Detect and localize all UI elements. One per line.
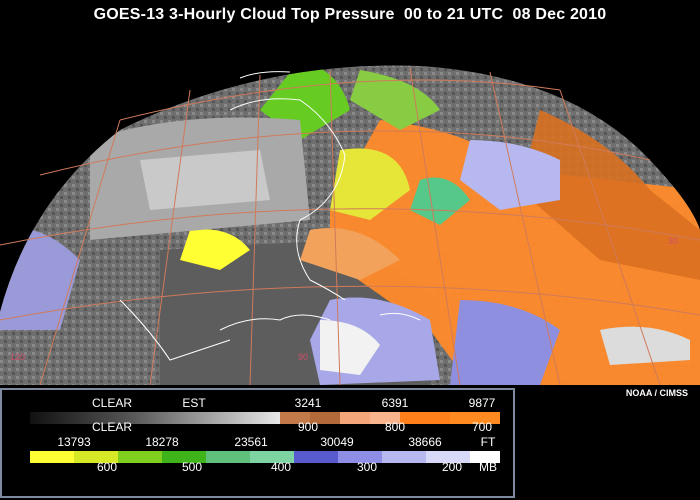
legend-label: 900 xyxy=(297,420,319,434)
legend-label: CLEAR xyxy=(91,420,133,434)
legend-label: 700 xyxy=(471,420,493,434)
legend-label: 30049 xyxy=(320,435,354,449)
legend-label: 38666 xyxy=(408,435,442,449)
legend-label: EST xyxy=(182,396,206,410)
legend-label: FT xyxy=(480,435,496,449)
legend-label: 3241 xyxy=(294,396,322,410)
credit-label: NOAA / CIMSS xyxy=(625,388,688,398)
legend-label: CLEAR xyxy=(91,396,133,410)
lon-label-120: 120 xyxy=(10,352,25,362)
color-legend: CLEAR EST 3241 6391 9877 CLEAR 900 800 7… xyxy=(0,388,515,498)
legend-label: 6391 xyxy=(381,396,409,410)
legend-label: 9877 xyxy=(468,396,496,410)
legend-label: 23561 xyxy=(234,435,268,449)
lat-lon-grid xyxy=(0,67,700,385)
page-title: GOES-13 3-Hourly Cloud Top Pressure 00 t… xyxy=(93,6,607,23)
legend-label: 300 xyxy=(356,460,378,474)
lon-label-90: 90 xyxy=(298,352,308,362)
cloud-top-pressure-map: 120 90 30 xyxy=(0,65,700,385)
legend-label: 400 xyxy=(270,460,292,474)
lat-label-30: 30 xyxy=(668,236,678,246)
pressure-color-bar-2 xyxy=(30,451,500,463)
legend-label: 500 xyxy=(181,460,203,474)
legend-label: 18278 xyxy=(145,435,179,449)
pressure-color-bar-1 xyxy=(30,412,500,424)
legend-label: MB xyxy=(479,460,497,474)
legend-label: 13793 xyxy=(57,435,91,449)
coastlines xyxy=(119,71,421,361)
legend-label: 200 xyxy=(441,460,463,474)
legend-label: 800 xyxy=(384,420,406,434)
legend-label: 600 xyxy=(96,460,118,474)
